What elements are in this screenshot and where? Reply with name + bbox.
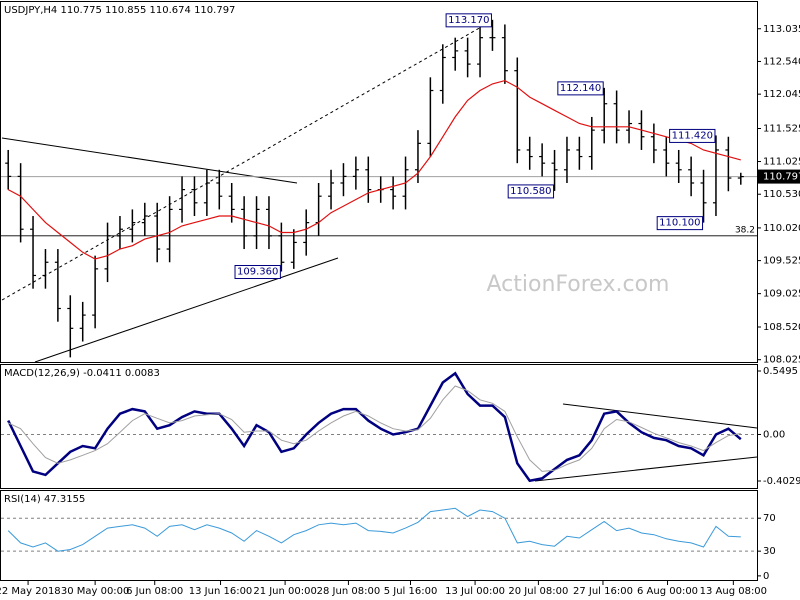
trendline bbox=[534, 456, 758, 482]
annotation-label: 110.580 bbox=[510, 186, 551, 197]
x-tick-label: 22 May 2018 bbox=[0, 586, 61, 597]
x-tick-label: 5 Jul 16:00 bbox=[384, 586, 438, 597]
price-panel-frame bbox=[0, 1, 758, 363]
macd-panel-frame bbox=[0, 364, 758, 489]
rsi-line bbox=[7, 507, 741, 552]
layer bbox=[1, 433, 757, 552]
annotation-box bbox=[445, 13, 492, 28]
x-tick-label: 6 Aug 00:00 bbox=[637, 586, 698, 597]
price-title: USDJPY,H4 110.775 110.855 110.674 110.79… bbox=[4, 5, 235, 16]
annotation-box bbox=[234, 265, 281, 280]
trendline bbox=[562, 403, 758, 429]
x-tick-label: 6 Jun 08:00 bbox=[126, 586, 183, 597]
x-tick-label: 13 Aug 08:00 bbox=[700, 586, 767, 597]
annotation-label: 110.100 bbox=[659, 218, 700, 229]
rsi-title: RSI(14) 47.3155 bbox=[4, 494, 85, 505]
annotation-box bbox=[557, 81, 604, 96]
y-tick-label: 113.035 bbox=[763, 24, 800, 35]
y-tick-label: 110.530 bbox=[763, 189, 800, 200]
watermark: ActionForex.com bbox=[487, 272, 670, 297]
signal-line bbox=[7, 385, 741, 472]
y-tick-label: 112.540 bbox=[763, 56, 800, 67]
y-tick-label: 0 bbox=[763, 571, 769, 582]
last-price-label: 110.797 bbox=[763, 172, 800, 183]
y-tick-label: 109.025 bbox=[763, 289, 800, 300]
x-tick-label: 13 Jun 16:00 bbox=[189, 586, 253, 597]
annotation-box bbox=[656, 216, 704, 231]
y-tick-label: 108.025 bbox=[763, 355, 800, 366]
y-tick-label: 108.520 bbox=[763, 322, 800, 333]
macd-title: MACD(12,26,9) -0.0411 0.0083 bbox=[4, 368, 160, 379]
rsi-panel-frame bbox=[0, 490, 758, 581]
x-tick-label: 27 Jul 16:00 bbox=[573, 586, 633, 597]
trendline bbox=[34, 257, 339, 363]
annotation-label: 111.420 bbox=[672, 130, 713, 141]
y-tick-label: 30 bbox=[763, 546, 776, 557]
annotation-box bbox=[507, 184, 555, 199]
y-tick-label: 112.045 bbox=[763, 89, 800, 100]
y-tick-label: 109.525 bbox=[763, 256, 800, 267]
annotation-box bbox=[669, 128, 716, 143]
trendline bbox=[1, 137, 298, 184]
annotation-label: 112.140 bbox=[560, 83, 601, 94]
y-tick-label: 0.00 bbox=[763, 429, 785, 440]
annotation-label: 113.170 bbox=[448, 15, 489, 26]
y-tick-label: 111.525 bbox=[763, 123, 800, 134]
y-tick-label: 0.5495 bbox=[763, 366, 798, 377]
x-tick-label: 20 Jul 08:00 bbox=[508, 586, 568, 597]
annotation-label: 109.360 bbox=[237, 267, 278, 278]
x-tick-label: 13 Jul 00:00 bbox=[445, 586, 505, 597]
y-tick-label: 70 bbox=[763, 513, 776, 524]
x-tick-label: 30 May 00:00 bbox=[61, 586, 130, 597]
y-tick-label: 110.020 bbox=[763, 223, 800, 234]
x-tick-label: 21 Jun 00:00 bbox=[253, 586, 317, 597]
last-price-box bbox=[758, 169, 800, 184]
trendline bbox=[1, 21, 491, 301]
y-tick-label: -0.4029 bbox=[763, 476, 800, 487]
level-label: 38.2 bbox=[735, 225, 755, 235]
macd-line bbox=[7, 371, 742, 483]
moving-average bbox=[7, 79, 741, 260]
y-tick-label: 111.025 bbox=[763, 157, 800, 168]
x-tick-label: 28 Jun 08:00 bbox=[317, 586, 381, 597]
